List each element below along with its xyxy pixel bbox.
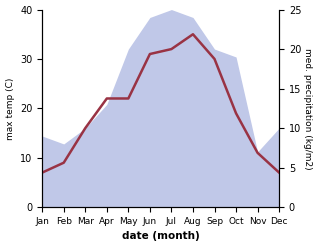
X-axis label: date (month): date (month) [122, 231, 199, 242]
Y-axis label: med. precipitation (kg/m2): med. precipitation (kg/m2) [303, 48, 313, 169]
Y-axis label: max temp (C): max temp (C) [5, 77, 15, 140]
